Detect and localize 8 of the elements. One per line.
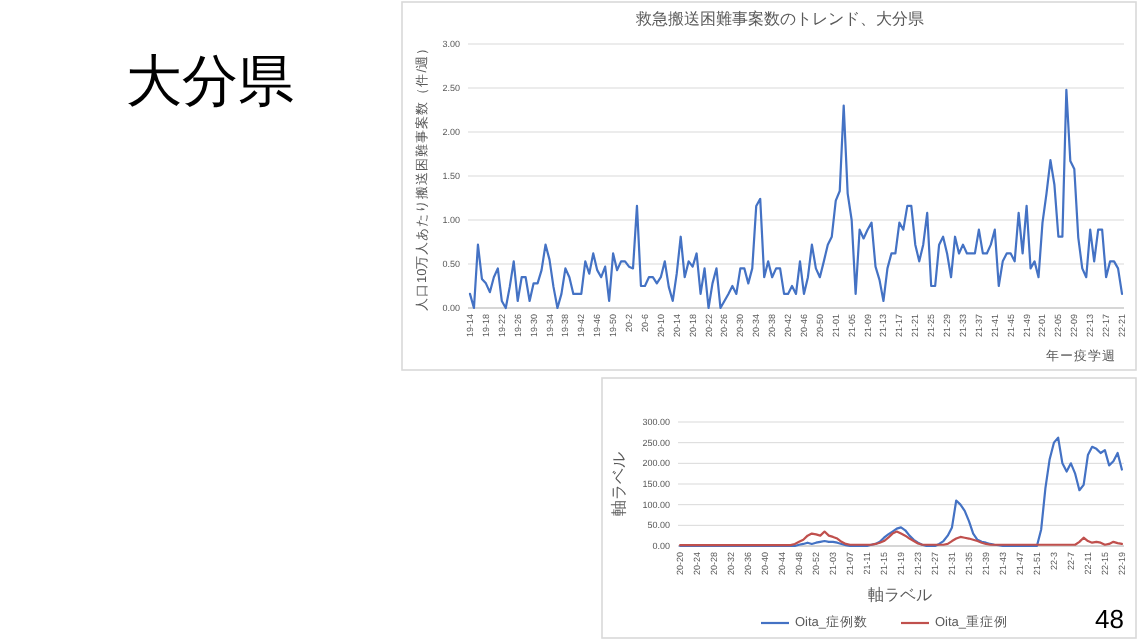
y-axis-title: 軸ラベル [610, 452, 628, 516]
text: 48 [1095, 604, 1124, 634]
x-axis-title: 軸ラベル [868, 586, 932, 604]
text: 大分県 [126, 50, 294, 112]
line-series [679, 530, 1123, 547]
line-series [679, 436, 1123, 548]
line-series [468, 88, 1124, 310]
chart-title: 救急搬送困難事案数のトレンド、大分県 [634, 10, 924, 28]
